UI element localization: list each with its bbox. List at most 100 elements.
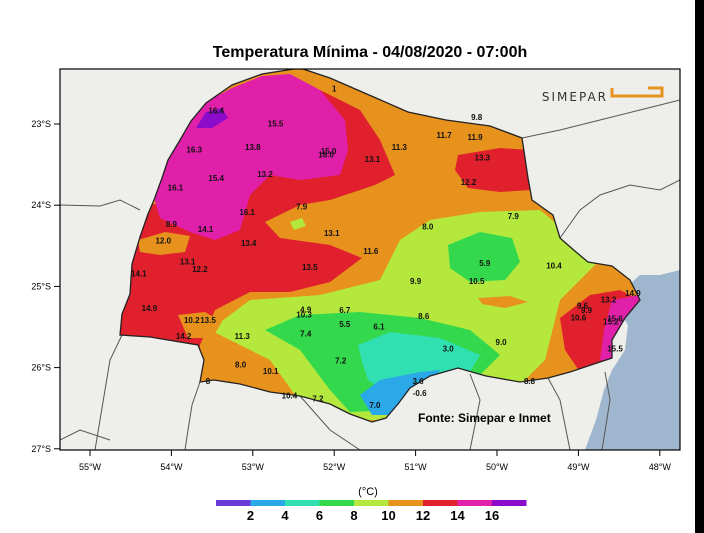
neighbour-borders: [60, 99, 680, 450]
station-value: 7.2: [312, 395, 324, 404]
lat-label: 25°S: [31, 281, 51, 291]
station-value: 15.4: [208, 174, 224, 183]
lat-label: 27°S: [31, 444, 51, 454]
station-value: 3.0: [443, 344, 455, 353]
station-value: 16.1: [239, 208, 255, 217]
lon-label: 55°W: [79, 462, 102, 472]
station-value: 11.6: [363, 247, 379, 256]
map-title: Temperatura Mínima - 04/08/2020 - 07:00h: [212, 44, 528, 61]
station-value: 14.9: [142, 304, 158, 313]
station-value: 7.0: [369, 401, 381, 410]
station-value: 14.1: [198, 225, 214, 234]
station-value: 16.4: [208, 106, 224, 115]
station-value: 13.2: [601, 296, 617, 305]
station-value: 12.0: [155, 236, 171, 245]
station-value: 9.6: [577, 301, 589, 310]
legend-label: 16: [485, 508, 499, 523]
longitude-axis: 55°W 54°W 53°W 52°W 51°W 50°W 49°W 48°W: [79, 450, 671, 472]
station-value: 11.3: [235, 332, 251, 341]
source-credit: Fonte: Simepar e Inmet: [418, 411, 551, 425]
station-value: 13.5: [302, 263, 318, 272]
station-value: 14.2: [176, 332, 192, 341]
station-value: 13.1: [180, 257, 196, 266]
legend-swatch: [319, 500, 354, 506]
station-value: 14.1: [131, 270, 147, 279]
station-value: 12.2: [461, 178, 477, 187]
station-value: 1: [332, 85, 337, 94]
legend-swatch: [216, 500, 251, 506]
station-value: 15.6: [607, 314, 623, 323]
station-value: 6.7: [339, 306, 351, 315]
legend-labels: 2 4 6 8 10 12 14 16: [247, 508, 499, 523]
legend-title: (°C): [358, 486, 378, 498]
lat-label: 23°S: [31, 119, 51, 129]
color-legend: (°C) 2 4 6 8 10 12 14 16: [216, 486, 527, 523]
station-value: 8.9: [166, 220, 178, 229]
legend-swatch: [250, 500, 285, 506]
station-value: 10.6: [571, 314, 587, 323]
legend-label: 8: [350, 508, 357, 523]
station-value: 8.8: [524, 377, 536, 386]
brand-text: SIMEPAR: [542, 90, 608, 104]
station-value: 7.9: [508, 212, 520, 221]
station-value: 6.1: [373, 322, 385, 331]
legend-swatch: [354, 500, 389, 506]
station-value: 7.9: [296, 202, 308, 211]
legend-label: 14: [450, 508, 465, 523]
station-value: 15.5: [268, 119, 284, 128]
station-value: 13.8: [245, 143, 261, 152]
station-value: 11.3: [392, 143, 408, 152]
station-value: 4.9: [300, 305, 312, 314]
legend-swatch: [423, 500, 458, 506]
station-value: 7.2: [335, 357, 347, 366]
station-value: 11.7: [437, 131, 453, 140]
station-value: 5.5: [339, 320, 351, 329]
station-value: 14.9: [625, 289, 641, 298]
lon-label: 54°W: [160, 462, 183, 472]
station-value: 16.0: [318, 150, 334, 159]
station-value: 8.6: [418, 312, 430, 321]
legend-swatch: [492, 500, 527, 506]
station-value: -0.6: [413, 389, 427, 398]
lat-label: 26°S: [31, 363, 51, 373]
station-value: 9.9: [581, 306, 593, 315]
lat-label: 24°S: [31, 200, 51, 210]
legend-label: 6: [316, 508, 323, 523]
station-value: 10.1: [263, 367, 279, 376]
lon-label: 51°W: [405, 462, 428, 472]
station-value: 5.9: [479, 259, 491, 268]
station-value: 10.2: [184, 316, 200, 325]
station-value: 8.0: [422, 223, 434, 232]
station-value: 13.4: [241, 239, 257, 248]
lon-label: 49°W: [567, 462, 590, 472]
lon-label: 50°W: [486, 462, 509, 472]
station-labels: 16.415.516.3 13.8 15.016.013.111.311.79.81…: [131, 85, 641, 411]
station-value: 15.2: [603, 318, 619, 327]
lon-label: 48°W: [649, 462, 672, 472]
legend-swatches: [216, 500, 527, 506]
station-value: 16.3: [186, 145, 202, 154]
station-value: 7.4: [300, 330, 312, 339]
station-value: 15.5: [607, 344, 623, 353]
station-value: 10.4: [546, 262, 562, 271]
legend-label: 2: [247, 508, 254, 523]
station-value: 11.9: [467, 133, 483, 142]
station-value: 8: [206, 377, 211, 386]
latitude-axis: 23°S 24°S 25°S 26°S 27°S: [31, 119, 60, 454]
station-value: 3.6: [412, 377, 424, 386]
lon-label: 53°W: [242, 462, 265, 472]
legend-label: 10: [381, 508, 395, 523]
station-value: 13.2: [257, 170, 273, 179]
map-frame: [59, 68, 681, 451]
legend-label: 12: [416, 508, 430, 523]
station-value: 13.1: [324, 229, 340, 238]
station-value: 13.5: [200, 316, 216, 325]
temperature-field: [120, 69, 640, 422]
station-value: 13.3: [475, 154, 491, 163]
legend-label: 4: [281, 508, 289, 523]
station-value: 8.0: [235, 361, 247, 370]
station-value: 9.9: [410, 277, 422, 286]
station-value: 9.8: [471, 113, 483, 122]
legend-swatch: [285, 500, 320, 506]
